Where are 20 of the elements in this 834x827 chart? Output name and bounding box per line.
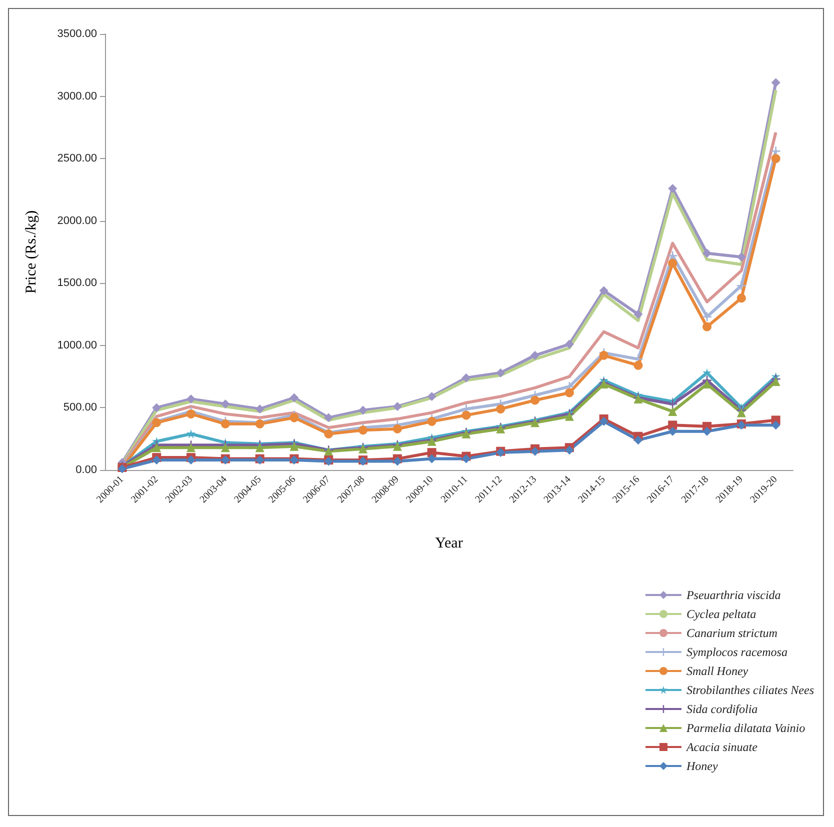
- y-tick-label: 0.00: [76, 464, 97, 476]
- x-axis-title: Year: [435, 536, 463, 552]
- y-tick-label: 2500.00: [57, 152, 97, 165]
- legend-label: Sida cordifolia: [686, 702, 758, 716]
- legend-label: Cyclea peltata: [686, 607, 756, 621]
- legend-label: Canarium strictum: [686, 626, 778, 640]
- legend-label: Small Honey: [686, 664, 749, 678]
- y-tick-label: 1500.00: [57, 277, 97, 290]
- legend-label: Symplocos racemosa: [686, 645, 788, 659]
- legend-label: Acacia sinuate: [685, 740, 758, 754]
- y-tick-label: 500.00: [63, 402, 97, 414]
- y-tick-label: 3000.00: [57, 90, 97, 102]
- y-tick-label: 1000.00: [57, 339, 97, 352]
- legend-label: Pseuarthria viscida: [685, 588, 781, 602]
- y-axis-title: Price (Rs./kg): [24, 210, 40, 294]
- legend-label: Honey: [685, 759, 718, 773]
- legend-label: Parmelia dilatata Vainio: [685, 721, 806, 735]
- y-tick-label: 3500.00: [57, 28, 97, 40]
- legend-label: Strobilanthes ciliates Nees: [686, 683, 814, 697]
- y-tick-label: 2000.00: [57, 214, 97, 227]
